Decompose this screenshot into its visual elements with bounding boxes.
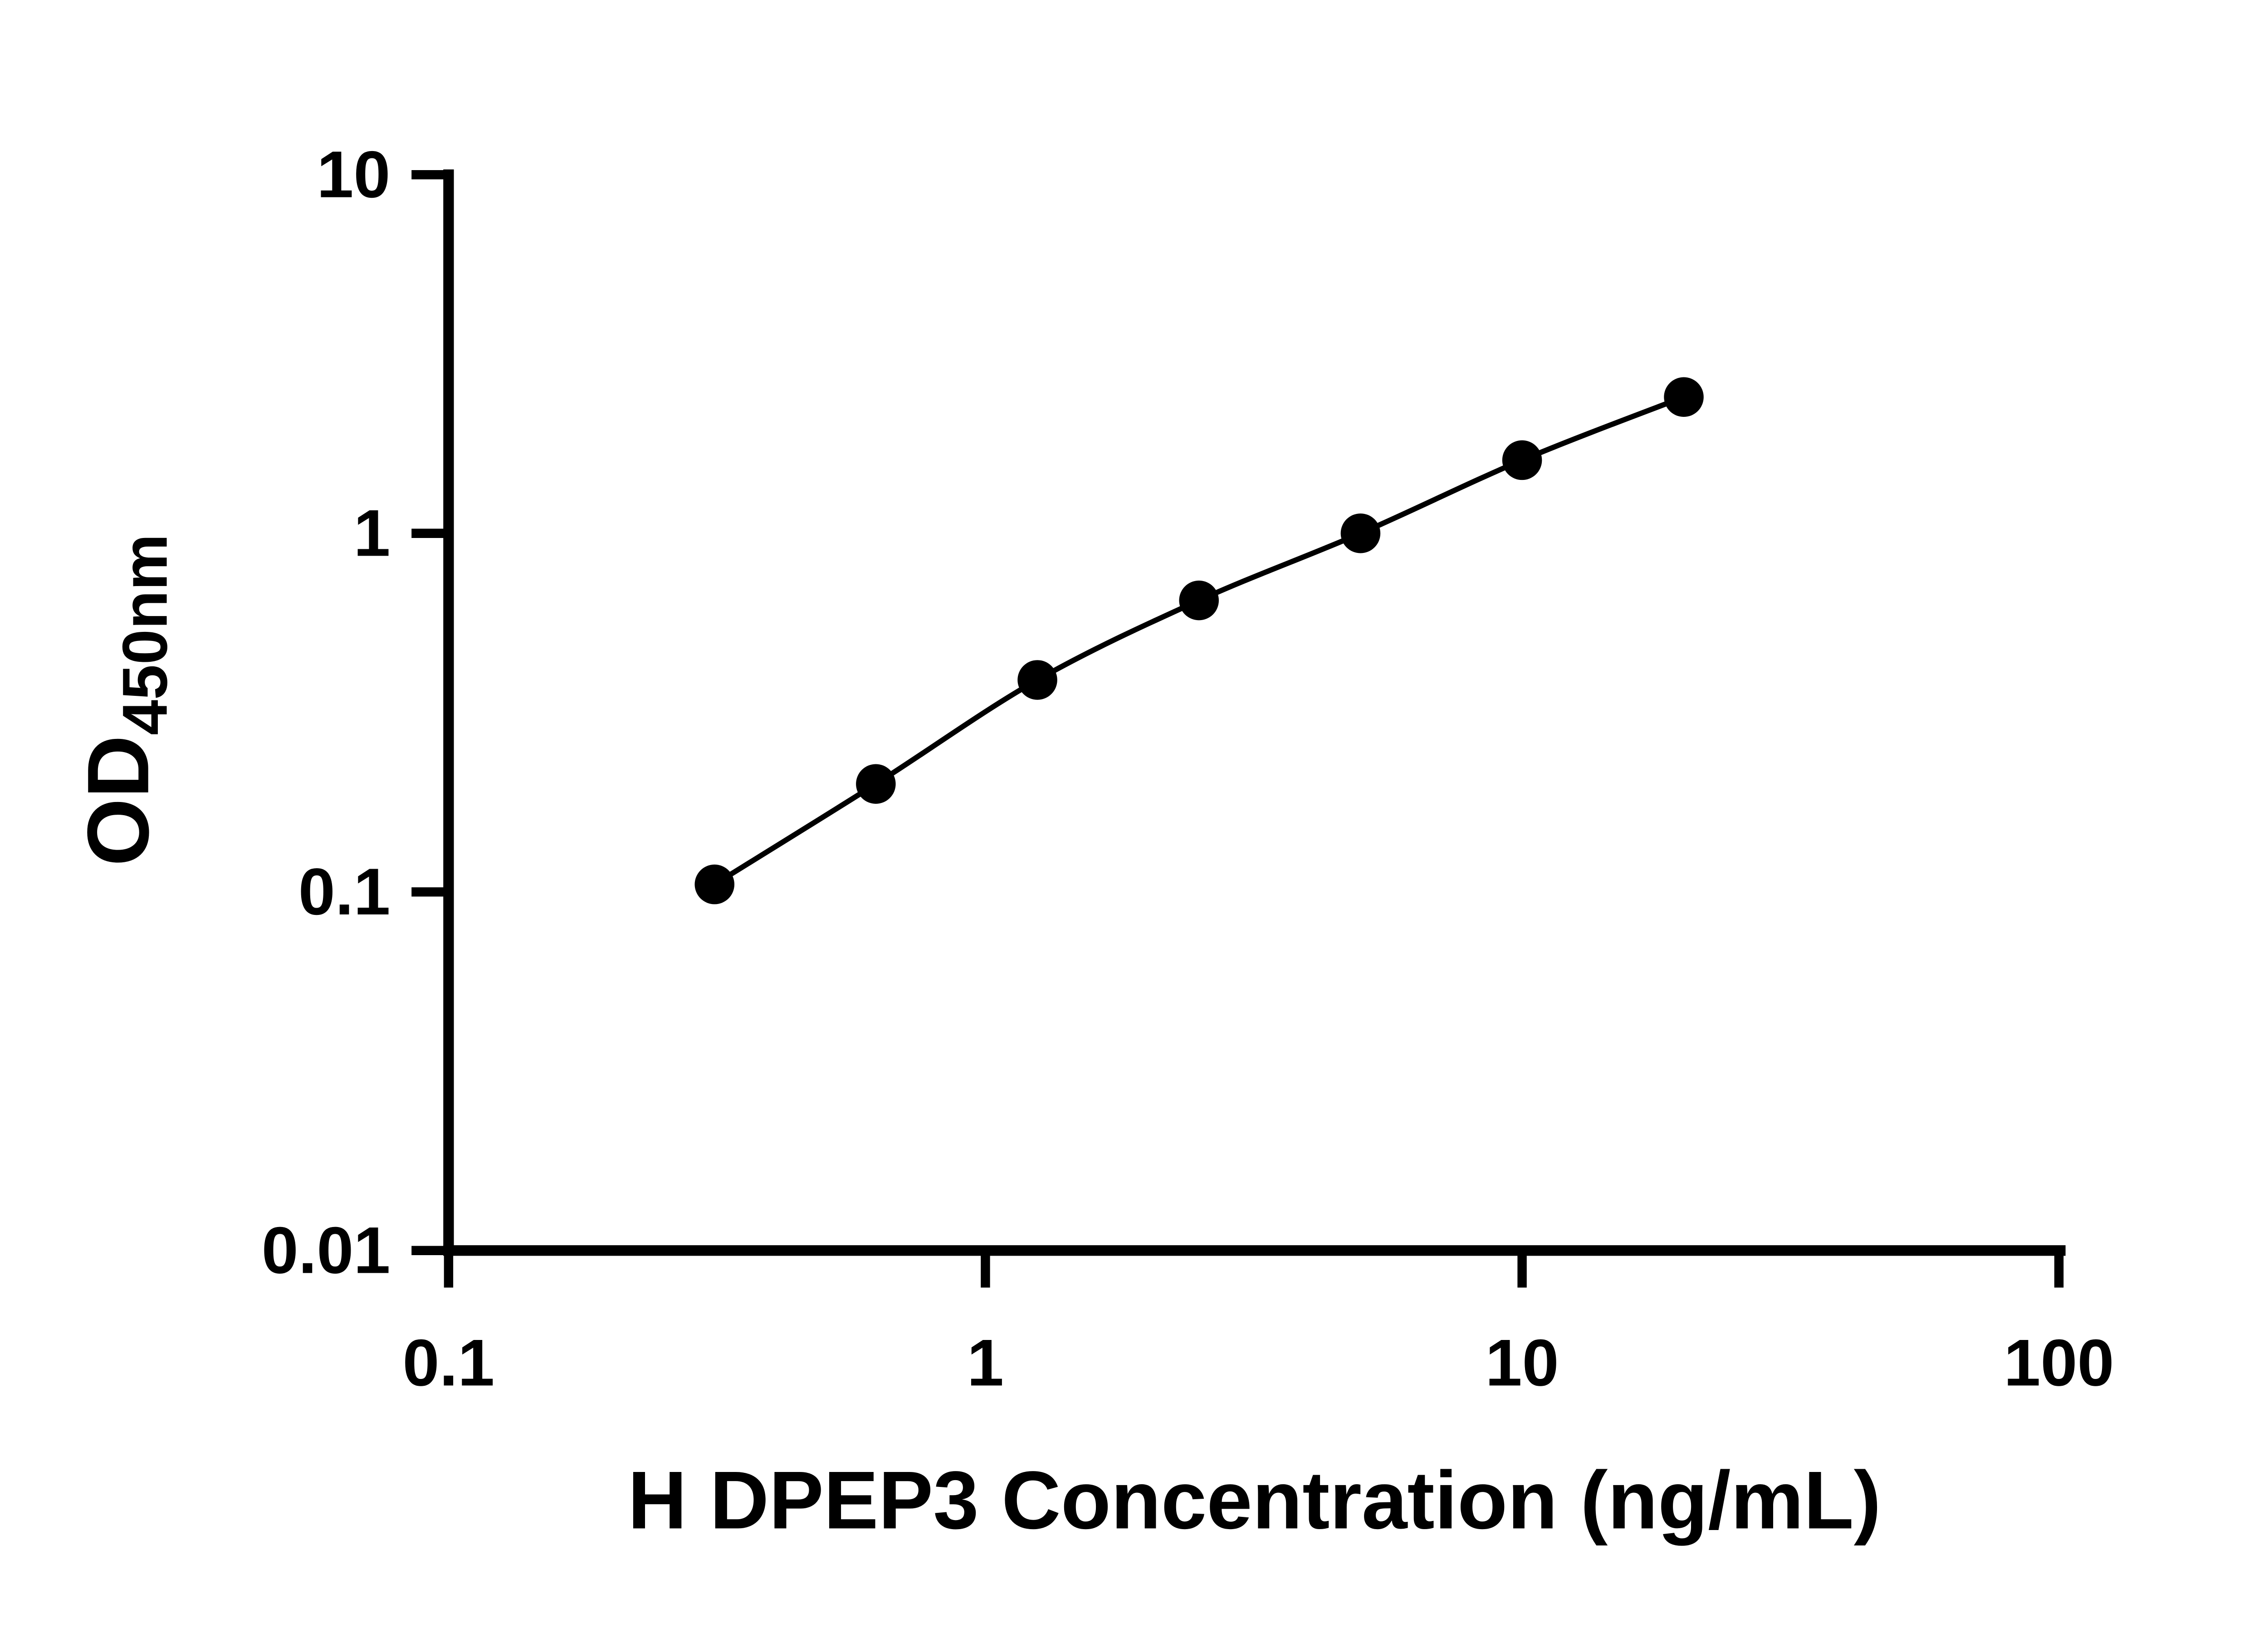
y-tick-label: 1 bbox=[353, 496, 390, 570]
x-tick-label: 10 bbox=[1485, 1325, 1559, 1399]
y-axis-title-base: OD bbox=[69, 735, 167, 866]
y-tick-label: 10 bbox=[317, 137, 390, 211]
data-point bbox=[1340, 513, 1381, 553]
data-point bbox=[1179, 580, 1219, 621]
data-point bbox=[856, 764, 896, 804]
x-axis-title: H DPEP3 Concentration (ng/mL) bbox=[628, 1454, 1881, 1546]
y-tick-label: 0.1 bbox=[298, 855, 391, 929]
x-tick-label: 1 bbox=[967, 1325, 1004, 1399]
y-axis-title: OD450nm bbox=[69, 534, 181, 866]
data-point bbox=[1664, 377, 1704, 417]
data-point bbox=[694, 864, 735, 905]
data-point bbox=[1502, 440, 1542, 480]
y-tick-label: 0.01 bbox=[262, 1213, 391, 1287]
x-tick-label: 100 bbox=[2004, 1325, 2114, 1399]
y-axis-title-subscript: 450nm bbox=[109, 534, 181, 735]
x-tick-label: 0.1 bbox=[403, 1325, 495, 1399]
data-point bbox=[1017, 660, 1057, 700]
